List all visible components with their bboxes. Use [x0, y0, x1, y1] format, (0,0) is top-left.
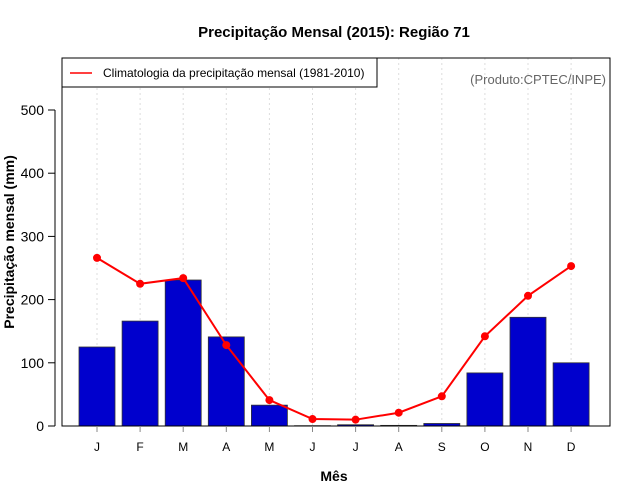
y-tick-label: 200 — [21, 292, 45, 308]
bar — [207, 336, 245, 427]
climatology-point — [265, 396, 274, 405]
bar — [164, 279, 202, 427]
chart-title: Precipitação Mensal (2015): Região 71 — [198, 24, 470, 41]
climatology-point — [308, 415, 317, 424]
climatology-point — [93, 253, 101, 262]
x-tick-label: A — [222, 440, 230, 454]
x-tick-label: A — [395, 440, 403, 454]
y-tick-label: 300 — [21, 228, 45, 244]
bar — [250, 404, 288, 427]
bar — [78, 346, 116, 427]
y-tick-label: 400 — [21, 165, 45, 181]
y-tick-label: 100 — [21, 355, 45, 371]
x-tick-label: J — [310, 440, 316, 454]
bar — [121, 320, 159, 427]
legend: Climatologia da precipitação mensal (198… — [61, 57, 378, 88]
climatology-line — [96, 257, 572, 421]
y-tick-label: 0 — [36, 418, 44, 434]
bar — [509, 316, 547, 427]
x-axis-label: Mês — [320, 468, 347, 484]
climatology-point — [351, 415, 360, 424]
x-tick-label: S — [438, 440, 446, 454]
x-tick-label: O — [480, 440, 489, 454]
y-axis-label: Precipitação mensal (mm) — [1, 155, 17, 329]
bar — [466, 372, 504, 427]
climatology-point — [222, 341, 231, 350]
climatology-point — [179, 274, 188, 283]
x-tick-label: F — [136, 440, 143, 454]
climatology-point — [437, 392, 446, 401]
legend-label: Climatologia da precipitação mensal (198… — [103, 66, 364, 80]
climatology-point — [567, 262, 576, 271]
x-tick-label: J — [353, 440, 359, 454]
climatology-point — [136, 279, 145, 288]
x-tick-label: N — [524, 440, 533, 454]
x-tick-label: J — [94, 440, 100, 454]
y-tick-label: 500 — [21, 102, 45, 118]
x-tick-label: M — [264, 440, 274, 454]
climatology-point — [524, 291, 532, 300]
x-tick-label: D — [567, 440, 576, 454]
source-annotation: (Produto:CPTEC/INPE) — [470, 72, 606, 87]
bar — [552, 362, 590, 427]
x-tick-label: M — [178, 440, 188, 454]
climatology-point — [480, 332, 489, 341]
climatology-point — [394, 408, 403, 417]
